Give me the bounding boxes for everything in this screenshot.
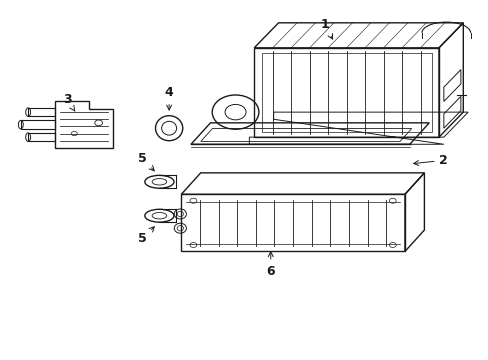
Text: 6: 6 bbox=[266, 252, 275, 278]
Text: 5: 5 bbox=[138, 152, 154, 171]
Text: 1: 1 bbox=[320, 18, 332, 39]
Text: 5: 5 bbox=[138, 227, 154, 246]
Text: 4: 4 bbox=[164, 86, 173, 110]
Text: 3: 3 bbox=[62, 93, 75, 111]
Text: 2: 2 bbox=[413, 154, 447, 167]
